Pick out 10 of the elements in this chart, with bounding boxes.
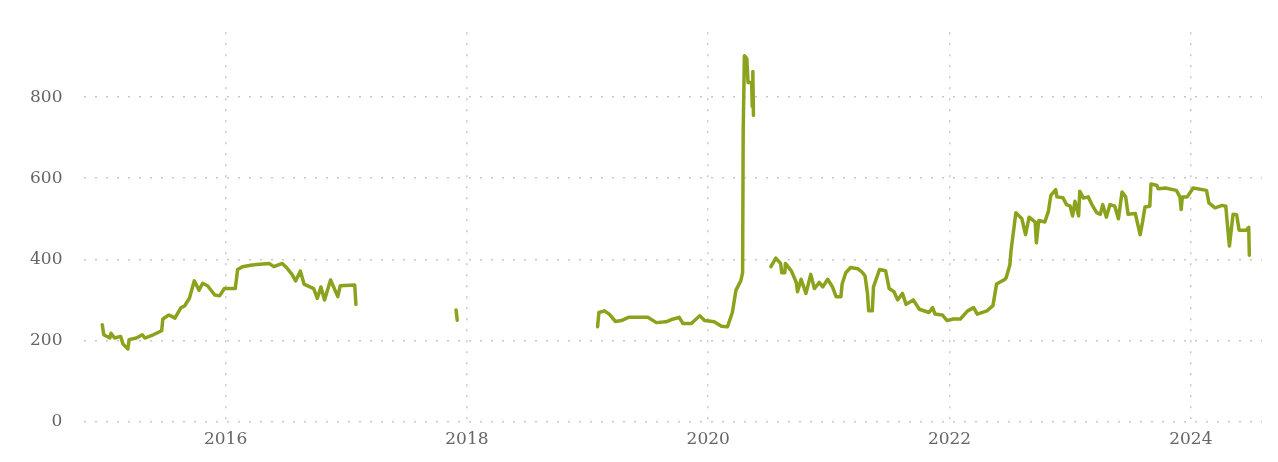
y-tick-label: 800 bbox=[29, 85, 63, 106]
x-tick-label: 2020 bbox=[686, 428, 730, 449]
y-tick-label: 200 bbox=[29, 328, 63, 349]
y-tick-label: 400 bbox=[29, 247, 63, 268]
x-tick-label: 2022 bbox=[927, 428, 972, 449]
y-tick-label: 600 bbox=[29, 166, 63, 187]
x-tick-label: 2016 bbox=[203, 428, 248, 449]
y-tick-label: 0 bbox=[51, 410, 63, 431]
x-tick-label: 2018 bbox=[445, 428, 489, 449]
x-tick-label: 2024 bbox=[1169, 428, 1213, 449]
